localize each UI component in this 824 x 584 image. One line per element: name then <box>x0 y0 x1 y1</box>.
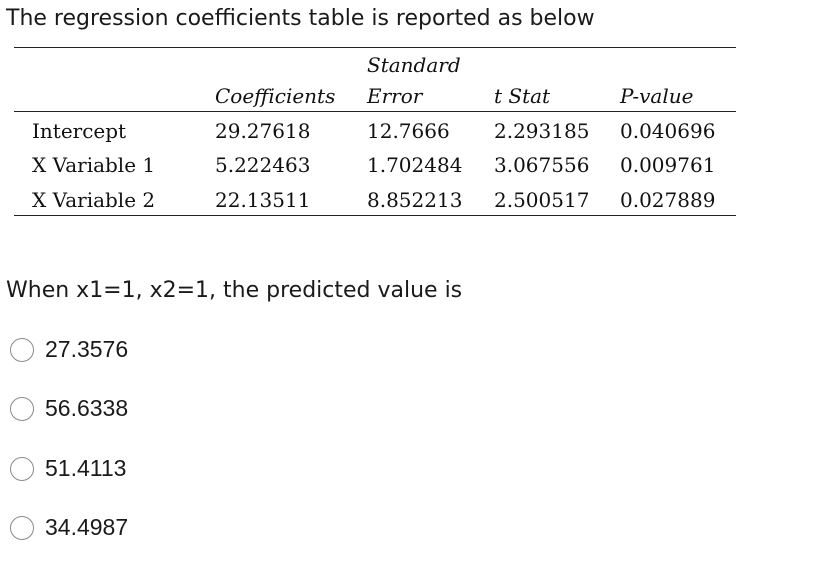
option-choice-4[interactable]: 34.4987 <box>10 514 128 541</box>
table-header-rule <box>14 111 736 112</box>
cell-standard-error: 1.702484 <box>367 153 463 177</box>
answer-choices: When x1=1, x2=1, the predicted value is … <box>6 278 463 540</box>
question-prompt: When x1=1, x2=1, the predicted value is <box>6 278 463 303</box>
cell-p-value: 0.027889 <box>620 188 716 212</box>
regression-coefficients-table: Standard Coefficients Error t Stat P-val… <box>14 47 736 217</box>
header-standard-error-line2: Error <box>367 84 423 108</box>
option-choice-2[interactable]: 56.6338 <box>10 395 128 422</box>
radio-button[interactable] <box>10 337 34 362</box>
radio-button[interactable] <box>10 515 34 540</box>
option-label: 51.4113 <box>45 455 127 481</box>
option-label: 27.3576 <box>45 336 129 362</box>
option-label: 34.4987 <box>45 514 129 540</box>
row-label-x-variable-2: X Variable 2 <box>32 188 156 212</box>
row-label-intercept: Intercept <box>32 119 127 143</box>
cell-coefficient: 29.27618 <box>215 119 311 143</box>
cell-coefficient: 5.222463 <box>215 153 311 177</box>
cell-t-stat: 2.293185 <box>494 119 590 143</box>
radio-button[interactable] <box>10 456 34 481</box>
header-t-stat: t Stat <box>494 84 551 108</box>
cell-t-stat: 3.067556 <box>494 153 590 177</box>
header-coefficients: Coefficients <box>215 84 336 108</box>
radio-button[interactable] <box>10 396 34 421</box>
cell-p-value: 0.009761 <box>620 153 716 177</box>
question-title: The regression coefficients table is rep… <box>6 6 595 31</box>
option-label: 56.6338 <box>45 395 129 421</box>
header-p-value: P-value <box>620 84 694 108</box>
option-choice-1[interactable]: 27.3576 <box>10 336 128 363</box>
row-label-x-variable-1: X Variable 1 <box>32 153 156 177</box>
option-choice-3[interactable]: 51.4113 <box>10 455 126 482</box>
header-standard-error-line1: Standard <box>367 53 461 77</box>
cell-coefficient: 22.13511 <box>215 188 311 212</box>
cell-standard-error: 8.852213 <box>367 188 463 212</box>
table-top-rule <box>14 47 736 48</box>
cell-standard-error: 12.7666 <box>367 119 450 143</box>
table-bottom-rule <box>14 215 736 216</box>
cell-p-value: 0.040696 <box>620 119 716 143</box>
cell-t-stat: 2.500517 <box>494 188 590 212</box>
